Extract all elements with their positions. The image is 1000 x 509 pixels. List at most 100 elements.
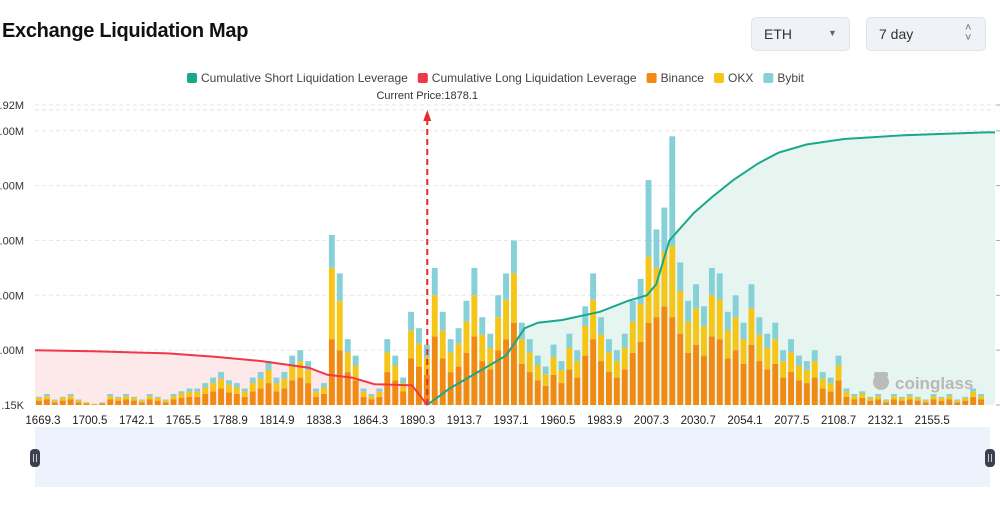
bar-okx <box>495 317 502 351</box>
bar-binance <box>107 399 114 405</box>
bar-binance <box>891 399 897 405</box>
bar-bybit <box>645 180 652 257</box>
x-tick-label: 2132.1 <box>868 415 903 427</box>
bar-okx <box>368 396 375 400</box>
bar-binance <box>416 366 422 405</box>
bar-okx <box>67 396 74 400</box>
bar-bybit <box>131 396 137 398</box>
bar-bybit <box>708 267 715 296</box>
bar-okx <box>289 365 296 381</box>
bar-okx <box>162 400 169 403</box>
bar-binance <box>851 399 858 405</box>
bar-binance <box>511 322 517 405</box>
bar-okx <box>835 365 842 381</box>
legend-label: Bybit <box>777 71 804 85</box>
bar-okx <box>542 374 549 386</box>
caret-down-icon: ▼ <box>828 28 837 38</box>
bar-binance <box>558 383 565 405</box>
bar-okx <box>732 317 739 351</box>
bar-bybit <box>265 361 272 370</box>
bar-binance <box>321 394 327 405</box>
bar-okx <box>772 339 779 364</box>
bar-binance <box>131 400 137 405</box>
bar-okx <box>194 391 201 397</box>
range-handle-right[interactable] <box>985 449 995 467</box>
x-tick-label: 1814.9 <box>259 415 294 427</box>
bar-okx <box>107 396 114 400</box>
watermark-text: coinglass <box>895 374 973 393</box>
bar-binance <box>598 361 604 405</box>
cumulative-long-line <box>34 349 428 406</box>
bar-okx <box>851 396 858 400</box>
bar-okx <box>613 361 620 378</box>
bar-binance <box>313 396 319 405</box>
bar-bybit <box>803 361 810 370</box>
bar-bybit <box>479 317 486 335</box>
bar-bybit <box>780 350 787 362</box>
bar-okx <box>598 334 604 362</box>
bar-okx <box>701 326 707 356</box>
bar-binance <box>115 400 122 405</box>
bar-okx <box>297 361 304 378</box>
bar-bybit <box>827 377 834 384</box>
current-price-label: Current Price:1878.1 <box>376 90 478 102</box>
bar-bybit <box>146 394 153 397</box>
bar-bybit <box>36 396 42 398</box>
bar-binance <box>875 399 882 405</box>
bar-bybit <box>930 394 937 397</box>
bar-binance <box>336 350 343 405</box>
bar-binance <box>178 397 185 405</box>
symbol-select[interactable]: ETH ▼ <box>751 17 850 51</box>
bar-bybit <box>511 240 517 274</box>
bar-okx <box>788 352 794 372</box>
bar-binance <box>661 306 668 405</box>
bar-bybit <box>241 388 248 392</box>
bar-okx <box>708 295 715 337</box>
bar-binance <box>534 380 541 405</box>
bar-okx <box>210 383 217 392</box>
bar-binance <box>962 400 969 405</box>
bar-bybit <box>637 278 644 305</box>
bar-bybit <box>772 322 779 340</box>
bar-bybit <box>598 317 604 335</box>
x-tick-label: 1937.1 <box>493 415 528 427</box>
bar-binance <box>716 339 723 405</box>
bar-bybit <box>281 372 288 379</box>
range-handle-left[interactable] <box>30 449 40 467</box>
bar-binance <box>930 399 937 405</box>
bar-okx <box>930 396 937 400</box>
bar-okx <box>938 397 945 401</box>
bar-okx <box>455 343 462 367</box>
bar-binance <box>780 377 787 405</box>
bar-binance <box>803 383 810 405</box>
bar-bybit <box>368 394 375 397</box>
bar-bybit <box>392 355 399 366</box>
x-tick-label: 2007.3 <box>634 415 669 427</box>
coinglass-logo-icon <box>874 372 888 377</box>
bar-bybit <box>321 383 327 388</box>
bar-bybit <box>123 394 129 397</box>
bar-binance <box>281 388 288 405</box>
bar-okx <box>764 348 771 370</box>
bar-bybit <box>487 333 494 348</box>
bar-okx <box>439 330 446 359</box>
bar-bybit <box>194 388 201 392</box>
bar-okx <box>962 397 969 401</box>
bar-binance <box>138 402 145 405</box>
bar-bybit <box>447 339 454 353</box>
period-select[interactable]: 7 day ˄ ˅ <box>866 17 986 51</box>
bar-binance <box>621 369 628 405</box>
bar-binance <box>772 363 779 405</box>
bar-bybit <box>210 377 217 384</box>
bar-binance <box>51 402 58 405</box>
bar-bybit <box>724 311 731 331</box>
bar-okx <box>645 256 652 323</box>
range-slider[interactable] <box>35 427 990 487</box>
bar-bybit <box>431 267 438 296</box>
current-price-arrow-icon <box>423 110 432 121</box>
bar-okx <box>677 290 684 334</box>
bar-bybit <box>344 339 351 353</box>
bar-bybit <box>471 267 478 296</box>
bar-binance <box>835 380 842 405</box>
bar-bybit <box>526 339 533 353</box>
